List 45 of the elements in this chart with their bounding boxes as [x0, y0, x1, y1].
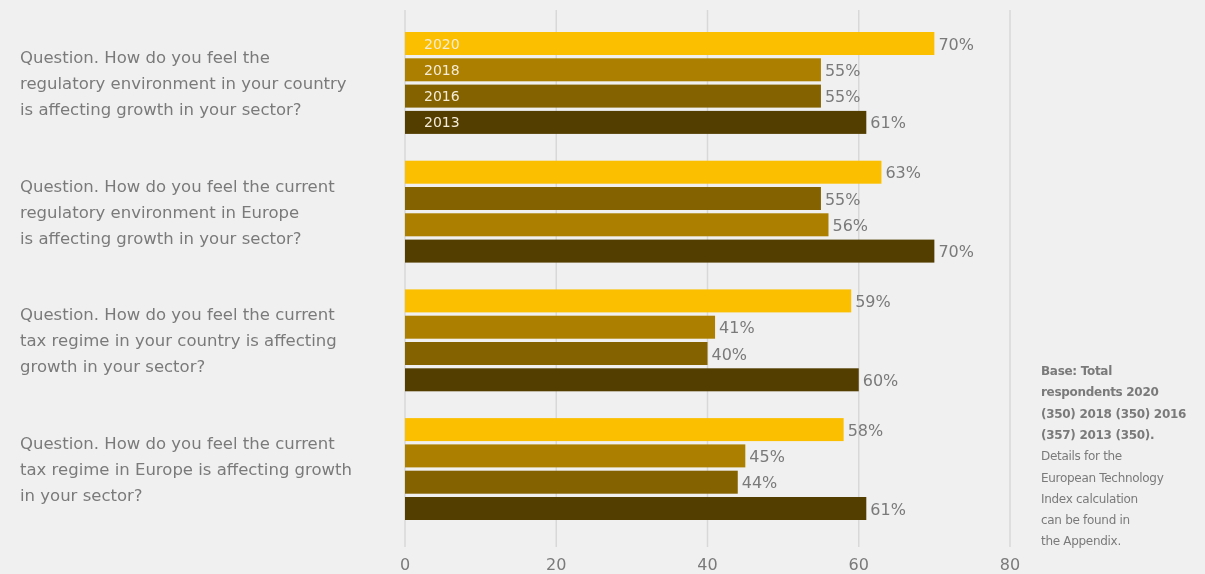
y-tick-label: Question. How do you feel the current tax regime in Europe is affecting growth in your sector?: [20, 434, 353, 506]
bar: [405, 315, 716, 339]
x-tick-label: 0: [399, 555, 411, 574]
bar: [405, 32, 935, 55]
bar: [405, 470, 738, 494]
series-label: 2013: [424, 114, 460, 131]
text: Details for the European Technology Index calculation can be found in the Appendix.: [1041, 449, 1164, 549]
y-tick-label: Question. How do you feel the current regulatory environment in Europe is affecting growth in your sector?: [20, 176, 336, 248]
data-label: 70%: [938, 242, 974, 262]
bar: [405, 110, 867, 134]
x-tick-label: 60: [848, 555, 869, 574]
data-label: 56%: [832, 215, 869, 235]
series-label: 2016: [424, 88, 460, 105]
data-label: 61%: [870, 499, 906, 519]
data-label: 41%: [719, 318, 755, 338]
bar: [405, 418, 844, 442]
data-label: 55%: [824, 87, 861, 107]
bar: [405, 342, 708, 365]
data-label: 55%: [824, 189, 861, 209]
bar: [405, 239, 935, 263]
bar: [405, 444, 746, 468]
data-label: 44%: [741, 473, 778, 493]
data-label: 63%: [885, 163, 921, 183]
data-label: 55%: [824, 60, 861, 80]
data-label: 59%: [855, 291, 891, 311]
bar: [405, 289, 852, 313]
data-label: 60%: [862, 370, 899, 390]
bar: [405, 160, 882, 184]
data-label: 58%: [847, 420, 884, 440]
x-tick-label: 80: [999, 555, 1021, 574]
data-label: 40%: [711, 344, 748, 364]
series-label: 2020: [424, 35, 460, 52]
x-tick-label: 20: [546, 555, 567, 574]
data-label: 61%: [870, 113, 906, 133]
y-tick-label: Question. How do you feel the current tax regime in your country is affecting growth in your sector?: [20, 305, 337, 377]
x-tick-label: 40: [697, 555, 718, 574]
text: Base: Total respondents 2020 (350) 2018 (350) 2016 (357) 2013 (350).: [1041, 364, 1187, 442]
bar: [405, 58, 821, 82]
data-label: 70%: [938, 34, 974, 54]
data-label: 45%: [749, 446, 785, 466]
bar: [405, 84, 821, 108]
bar: [405, 368, 859, 392]
bar: [405, 497, 867, 520]
series-label: 2018: [424, 61, 460, 78]
y-tick-label: Question. How do you feel the regulatory environment in your country is affecting growth in your sector?: [20, 47, 347, 119]
